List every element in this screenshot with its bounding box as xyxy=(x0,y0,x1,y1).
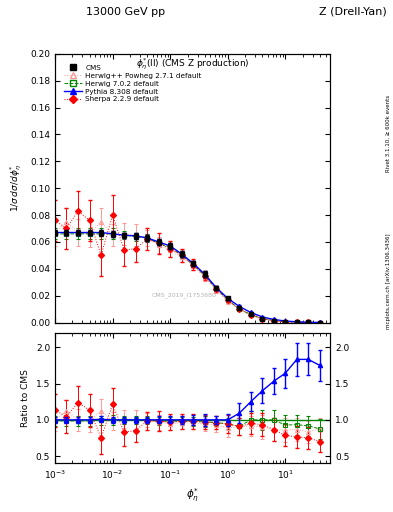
Text: Z (Drell-Yan): Z (Drell-Yan) xyxy=(320,7,387,17)
Y-axis label: Ratio to CMS: Ratio to CMS xyxy=(21,369,30,427)
Text: $\phi^{*}_{\eta}$(ll) (CMS Z production): $\phi^{*}_{\eta}$(ll) (CMS Z production) xyxy=(136,56,249,72)
X-axis label: $\phi^{*}_{\eta}$: $\phi^{*}_{\eta}$ xyxy=(186,486,199,504)
Y-axis label: $1/\sigma\,d\sigma/d\phi^{*}_{\eta}$: $1/\sigma\,d\sigma/d\phi^{*}_{\eta}$ xyxy=(9,164,24,212)
Legend: CMS, Herwig++ Powheg 2.7.1 default, Herwig 7.0.2 default, Pythia 8.308 default, : CMS, Herwig++ Powheg 2.7.1 default, Herw… xyxy=(61,63,204,104)
Text: mcplots.cern.ch [arXiv:1306.3436]: mcplots.cern.ch [arXiv:1306.3436] xyxy=(386,234,391,329)
Text: CMS_2019_I1753680: CMS_2019_I1753680 xyxy=(152,293,217,298)
Text: 13000 GeV pp: 13000 GeV pp xyxy=(86,7,165,17)
Text: Rivet 3.1.10, ≥ 600k events: Rivet 3.1.10, ≥ 600k events xyxy=(386,95,391,172)
